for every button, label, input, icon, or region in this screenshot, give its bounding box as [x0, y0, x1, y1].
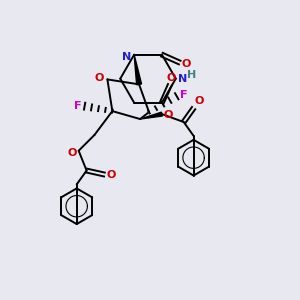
Text: O: O: [195, 96, 204, 106]
Text: N: N: [178, 74, 187, 84]
Text: H: H: [187, 70, 196, 80]
Text: O: O: [166, 73, 176, 83]
Polygon shape: [134, 55, 142, 85]
Polygon shape: [140, 112, 162, 119]
Text: N: N: [122, 52, 131, 61]
Text: O: O: [106, 169, 116, 179]
Text: O: O: [182, 58, 191, 69]
Text: O: O: [94, 74, 104, 83]
Text: F: F: [74, 101, 82, 111]
Text: O: O: [67, 148, 77, 158]
Text: F: F: [180, 90, 187, 100]
Text: O: O: [164, 110, 173, 120]
